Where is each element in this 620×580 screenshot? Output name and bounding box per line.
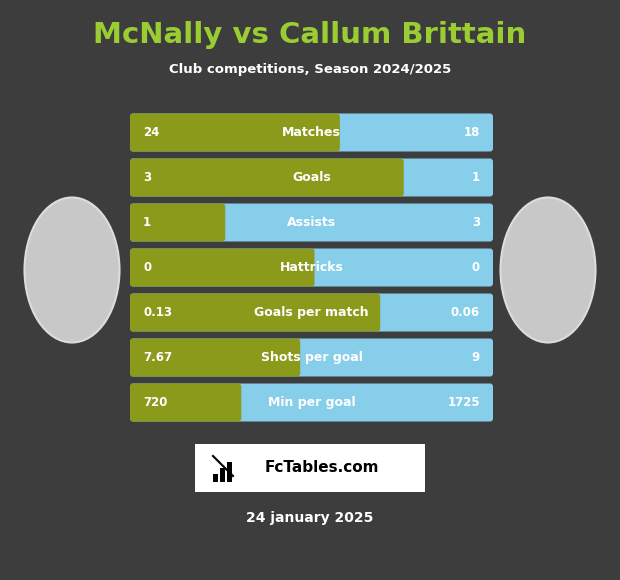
FancyBboxPatch shape [130,158,404,197]
FancyBboxPatch shape [130,293,380,332]
Text: 1725: 1725 [448,396,480,409]
Text: 720: 720 [143,396,167,409]
FancyBboxPatch shape [220,468,225,482]
Text: Assists: Assists [287,216,336,229]
Text: 0: 0 [143,261,151,274]
FancyBboxPatch shape [130,339,493,376]
Text: 7.67: 7.67 [143,351,172,364]
FancyBboxPatch shape [130,293,493,332]
Text: Club competitions, Season 2024/2025: Club competitions, Season 2024/2025 [169,63,451,77]
Text: 24 january 2025: 24 january 2025 [246,511,374,525]
FancyBboxPatch shape [215,208,223,237]
FancyBboxPatch shape [130,248,314,287]
FancyBboxPatch shape [130,114,493,151]
Text: Goals per match: Goals per match [254,306,369,319]
Text: 0: 0 [472,261,480,274]
FancyBboxPatch shape [130,383,493,422]
Ellipse shape [500,198,595,343]
Text: 3: 3 [472,216,480,229]
FancyBboxPatch shape [130,114,340,151]
FancyBboxPatch shape [130,158,493,197]
Text: 9: 9 [472,351,480,364]
FancyBboxPatch shape [130,383,241,422]
FancyBboxPatch shape [329,118,338,147]
Text: Matches: Matches [282,126,341,139]
Text: 3: 3 [143,171,151,184]
Text: Shots per goal: Shots per goal [260,351,363,364]
Text: FcTables.com: FcTables.com [265,461,379,476]
FancyBboxPatch shape [130,248,493,287]
Text: McNally vs Callum Brittain: McNally vs Callum Brittain [94,21,526,49]
Text: Min per goal: Min per goal [268,396,355,409]
FancyBboxPatch shape [304,252,312,282]
FancyBboxPatch shape [369,298,378,328]
FancyBboxPatch shape [213,474,218,482]
Text: 1: 1 [472,171,480,184]
FancyBboxPatch shape [195,444,425,492]
FancyBboxPatch shape [130,204,225,241]
Ellipse shape [25,198,120,343]
Text: 0.06: 0.06 [451,306,480,319]
Text: 24: 24 [143,126,159,139]
Text: 18: 18 [464,126,480,139]
Text: 0.13: 0.13 [143,306,172,319]
FancyBboxPatch shape [289,343,298,372]
FancyBboxPatch shape [130,204,493,241]
Text: Hattricks: Hattricks [280,261,343,274]
Text: 1: 1 [143,216,151,229]
FancyBboxPatch shape [392,162,402,193]
FancyBboxPatch shape [227,462,232,482]
Text: Goals: Goals [292,171,331,184]
FancyBboxPatch shape [230,387,239,418]
FancyBboxPatch shape [130,339,300,376]
